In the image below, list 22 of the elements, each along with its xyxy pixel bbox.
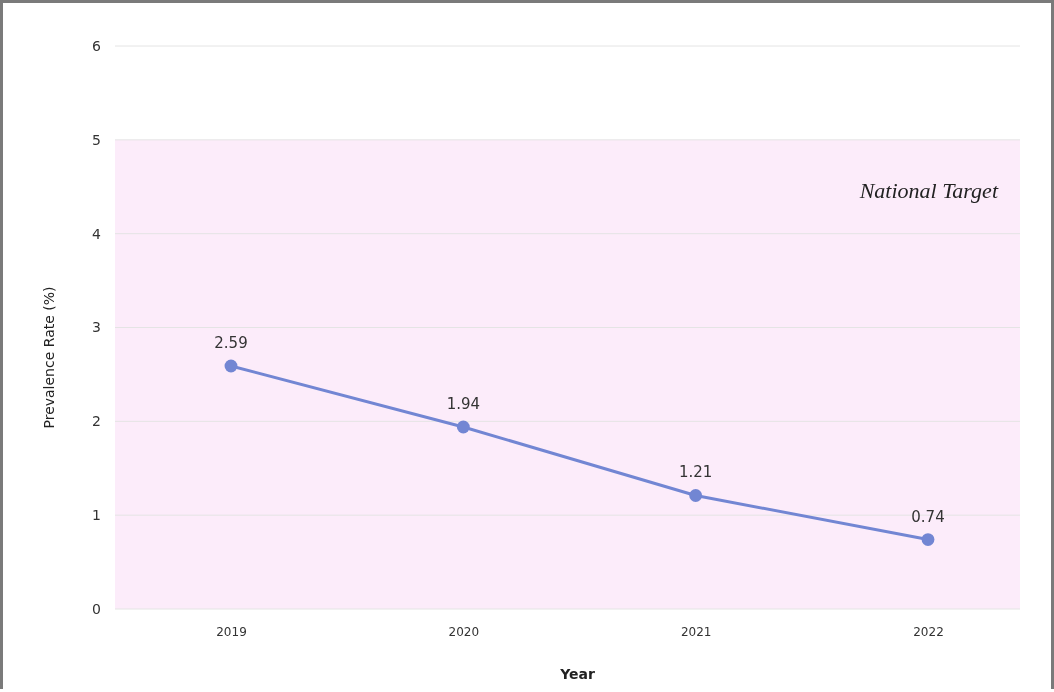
x-tick-label: 2022 [913, 624, 944, 639]
y-tick-label: 0 [92, 600, 101, 617]
data-label: 0.74 [911, 507, 945, 526]
point [456, 420, 470, 434]
y-tick-label: 4 [92, 225, 102, 242]
y-tick-label: 5 [92, 131, 101, 148]
data-label: 1.94 [446, 394, 481, 413]
y-tick-label: 3 [92, 319, 101, 336]
y-tick-label: 1 [92, 507, 101, 524]
y-axis-title: Prevalence Rate (%) [41, 286, 57, 429]
x-tick-label: 2019 [216, 624, 247, 639]
point [224, 359, 238, 373]
x-tick-label: 2020 [448, 624, 480, 639]
point [689, 489, 703, 502]
x-tick-label: 2021 [680, 624, 712, 639]
point [921, 533, 935, 546]
y-tick-label: 6 [92, 37, 102, 54]
x-axis-title: Year [559, 666, 595, 682]
data-label: 2.59 [214, 333, 248, 352]
y-tick-label: 2 [92, 413, 101, 430]
data-label: 1.21 [678, 463, 713, 482]
band-label: National Target [858, 177, 999, 203]
